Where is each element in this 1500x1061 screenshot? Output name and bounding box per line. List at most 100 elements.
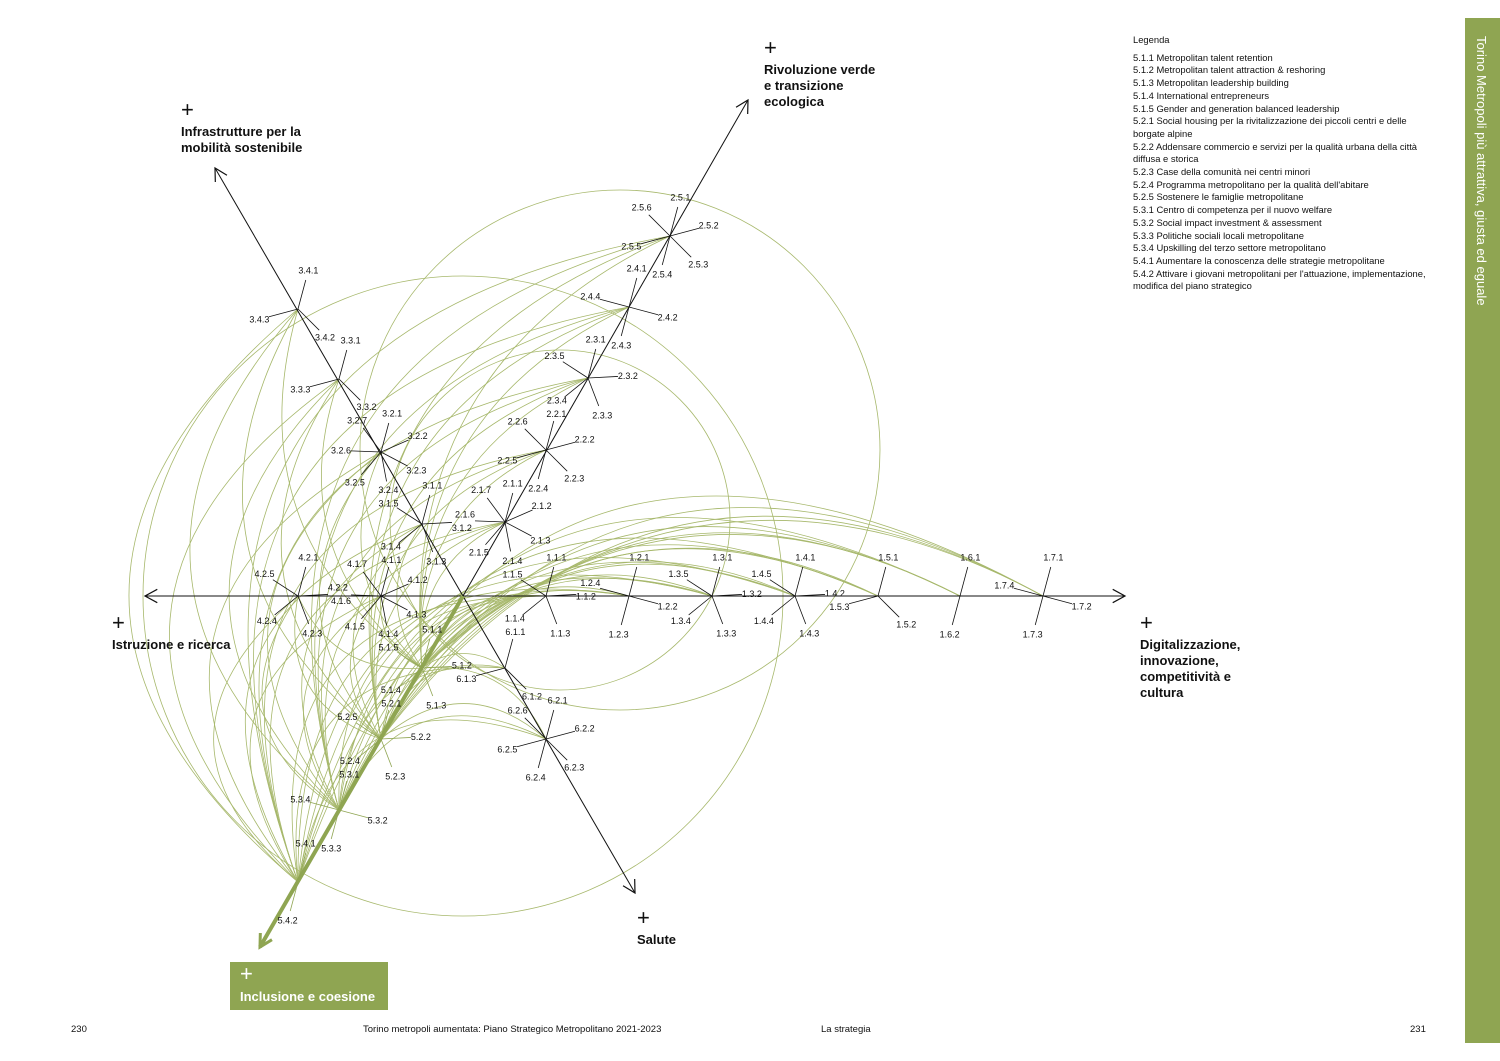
connection-arc (421, 653, 506, 669)
node-spoke (669, 235, 692, 258)
axis-label-text: Inclusione e coesione (240, 989, 376, 1004)
node-spoke (587, 377, 600, 407)
node-spoke (380, 595, 387, 626)
node-label: 2.1.2 (532, 501, 552, 511)
node-label: 2.1.7 (471, 485, 491, 495)
node-label: 3.1.1 (422, 480, 442, 490)
arrow-head-icon (143, 588, 158, 604)
node-label: 5.2.1 (381, 699, 401, 709)
node-spoke (522, 595, 547, 616)
legend-item: 5.1.4 International entrepreneurs (1133, 89, 1270, 101)
node-label: 5.3.1 (339, 770, 359, 780)
node-spoke (587, 376, 618, 379)
node-spoke (504, 521, 532, 537)
connection-arc (213, 595, 299, 883)
connection-arc (373, 449, 547, 740)
node-2-3: 2.3.1 2.3.2 2.3.3 2.3.4 2.3.5 (544, 334, 637, 420)
node-1-5: 1.5.1 1.5.2 1.5.3 (829, 552, 916, 629)
connection-arc (295, 666, 506, 883)
node-5-4: 5.4.1 5.4.2 (278, 838, 316, 925)
node-label: 1.1.3 (550, 628, 570, 638)
node-label: 2.1.5 (469, 547, 489, 557)
document-title: Torino metropoli aumentata: Piano Strate… (363, 1024, 662, 1035)
node-spoke (380, 451, 387, 482)
node-spoke (380, 738, 393, 768)
node-spoke (794, 594, 825, 597)
axis-label-salute: + Salute (637, 905, 676, 948)
legend-item: 5.2.4 Programma metropolitano per la qua… (1133, 178, 1369, 190)
node-label: 5.3.3 (321, 844, 341, 854)
node-label: 5.2.4 (340, 756, 360, 766)
node-spoke (297, 595, 310, 625)
node-5-2: 5.2.1 5.2.2 5.2.3 5.2.4 5.2.5 (337, 699, 430, 782)
node-spoke (380, 422, 390, 453)
connection-arc (297, 557, 796, 883)
connection-arc (419, 377, 589, 669)
node-2-4: 2.4.1 2.4.2 2.4.3 2.4.4 (580, 263, 677, 350)
node-spoke (669, 206, 679, 237)
node-spoke (711, 566, 721, 597)
node-spoke (794, 566, 804, 597)
node-label: 2.2.4 (528, 484, 548, 494)
node-spoke (524, 717, 547, 740)
connection-arc (380, 703, 547, 740)
legend-item: 5.3.4 Upskilling del terzo settore metro… (1133, 242, 1326, 254)
node-label: 4.1.1 (381, 555, 401, 565)
node-6-1: 6.1.1 6.1.2 6.1.3 (456, 627, 542, 701)
node-1-1: 1.1.1 1.1.2 1.1.3 1.1.4 1.1.5 (502, 552, 595, 638)
node-label: 3.2.6 (331, 446, 351, 456)
node-label: 1.5.2 (896, 619, 916, 629)
connection-arc (297, 517, 961, 883)
node-spoke (396, 651, 423, 669)
connection-arc (338, 526, 961, 811)
connection-arc (380, 548, 879, 740)
node-label: 4.1.4 (378, 629, 398, 639)
node-label: 2.2.2 (575, 435, 595, 445)
legend-item: 5.3.3 Politiche sociali locali metropoli… (1133, 229, 1304, 241)
node-label: 1.7.3 (1023, 630, 1043, 640)
node-label: 3.2.4 (378, 485, 398, 495)
node-spoke (504, 667, 527, 690)
node-spoke (361, 595, 382, 620)
node-spoke (769, 579, 796, 597)
node-spoke (309, 801, 340, 811)
node-label: 5.1.5 (378, 643, 398, 653)
legend-item: 5.2.3 Case della comunità nei centri min… (1133, 166, 1311, 178)
node-spoke (620, 306, 630, 337)
axis-label-rivoluzione: + Rivoluzione verde e transizione ecologi… (764, 37, 875, 110)
node-3-4: 3.4.1 3.4.2 3.4.3 (249, 265, 335, 342)
node-spoke (421, 523, 434, 553)
legend-item: 5.2.2 Addensare commercio e servizi per … (1133, 140, 1418, 165)
node-spoke (421, 522, 452, 525)
plus-icon: + (637, 905, 650, 930)
node-label: 3.2.3 (406, 466, 426, 476)
node-label: 6.1.3 (456, 674, 476, 684)
strategy-network-diagram: 2.5.1 2.5.2 2.5.3 2.5.4 2.5.5 2.5.6 2.4.1 2.4.2… (128, 98, 1127, 950)
node-spoke (297, 594, 328, 597)
connection-arc (291, 595, 547, 883)
axis-label-istruzione: + Istruzione e ricerca (112, 612, 231, 653)
node-label: 2.2.6 (508, 417, 528, 427)
node-label: 3.1.5 (378, 499, 398, 509)
node-spoke (380, 709, 390, 740)
node-label: 1.2.1 (629, 552, 649, 562)
axes (143, 98, 1127, 950)
node-label: 2.2.1 (546, 409, 566, 419)
node-label: 3.2.5 (345, 477, 365, 487)
node-spoke (485, 521, 506, 546)
axis-label-text: Istruzione e ricerca (112, 637, 231, 652)
infrastrutture-salute-axis (214, 167, 636, 894)
node-spoke (599, 298, 630, 308)
node-label: 3.1.2 (452, 523, 472, 533)
node-spoke (361, 451, 382, 476)
legend-item: 5.2.5 Sostenere le famiglie metropolitan… (1133, 191, 1304, 203)
arrow-head-icon (622, 878, 636, 895)
connection-arc (380, 532, 961, 740)
node-label: 2.5.6 (632, 203, 652, 213)
node-label: 1.3.5 (668, 569, 688, 579)
node-label: 1.7.2 (1072, 601, 1092, 611)
plus-icon: + (240, 961, 253, 986)
node-label: 2.3.4 (547, 396, 567, 406)
node-6-2: 6.2.1 6.2.2 6.2.3 6.2.4 6.2.5 6.2.6 (497, 695, 594, 782)
node-label: 2.4.3 (611, 341, 631, 351)
